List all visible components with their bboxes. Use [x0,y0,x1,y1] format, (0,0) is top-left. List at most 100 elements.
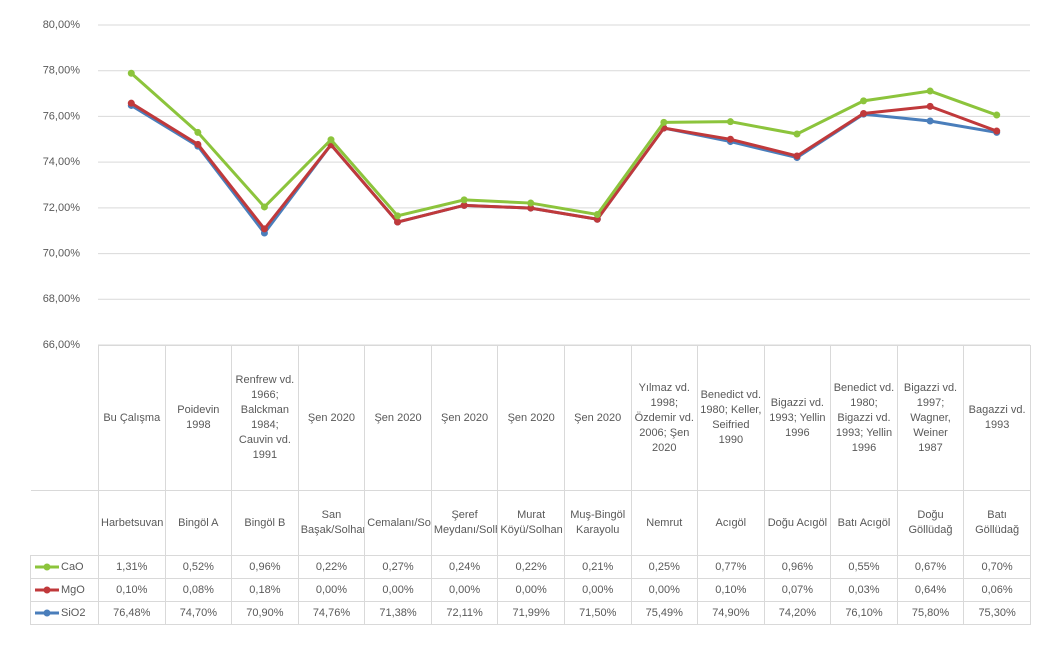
data-point [726,135,734,143]
y-tick-label: 68,00% [43,293,81,305]
value-label: 72,11% [430,601,499,625]
value-label: 0,67% [896,555,965,579]
x-tick-label: Bingöl B [231,490,299,556]
table-row: Bu Çalışma Poidevin 1998 Renfrew vd. 1966;… [30,345,1031,491]
data-point [394,212,402,220]
data-point [926,117,934,125]
legend-swatch [35,609,59,617]
data-point [993,111,1001,119]
data-point [860,109,868,117]
value-label: 75,80% [896,601,965,625]
x-tick-label: Acıgöl [697,490,765,556]
value-label: 0,00% [497,578,565,602]
legend-marker [43,563,51,571]
value-label: 0,00% [297,578,366,602]
value-label: 0,27% [364,555,432,579]
reference-label: Bigazzi vd. 1997; Wagner, Weiner 1987 [896,345,965,491]
x-tick-label: Bingöl A [164,490,233,556]
data-point [460,196,468,204]
value-label: 76,48% [98,601,166,625]
data-point [327,136,335,144]
value-label: 0,77% [697,555,765,579]
x-tick-label: San Başak/Solhan [297,490,366,556]
value-label: 0,64% [896,578,965,602]
value-label: 71,50% [563,601,632,625]
series-line [130,101,998,232]
value-label: 74,20% [763,601,832,625]
value-label: 0,10% [98,578,166,602]
value-label: 0,07% [763,578,832,602]
data-point [860,97,868,105]
x-tick-label: Murat Köyü/Solhan [497,490,565,556]
y-tick-label: 72,00% [43,202,81,214]
legend-marker [43,609,51,617]
value-label: 75,49% [630,601,699,625]
value-label: 0,25% [630,555,699,579]
reference-label: Bagazzi vd. 1993 [963,345,1031,491]
data-point [260,225,268,233]
data-point [660,118,668,126]
reference-label: Şen 2020 [563,345,632,491]
y-tick-label: 80,00% [43,19,81,31]
corner-cell [30,490,99,556]
legend-cell: MgO [30,578,99,602]
x-tick-label: Batı Göllüdağ [963,490,1031,556]
data-table: Bu Çalışma Poidevin 1998 Renfrew vd. 1966;… [30,345,1031,625]
data-point [394,218,402,226]
data-point [993,127,1001,135]
reference-label: Benedict vd. 1980; Bigazzi vd. 1993; Yel… [830,345,898,491]
value-label: 1,31% [98,555,166,579]
y-tick-label: 78,00% [43,65,81,77]
data-point [593,215,601,223]
data-point [527,204,535,212]
x-tick-label: Nemrut [630,490,699,556]
reference-label: Bigazzi vd. 1993; Yellin 1996 [763,345,832,491]
reference-label: Şen 2020 [364,345,432,491]
x-tick-label: Şeref Meydanı/Solhan [430,490,499,556]
value-label: 0,55% [830,555,898,579]
data-point [593,210,601,218]
value-label: 0,22% [497,555,565,579]
value-label: 0,18% [231,578,299,602]
data-point [194,128,202,136]
y-tick-label: 74,00% [43,156,81,168]
value-label: 75,30% [963,601,1031,625]
data-point [926,102,934,110]
x-tick-label: Cemalanı/Solhan [364,490,432,556]
value-label: 0,08% [164,578,233,602]
legend-cell: SiO2 [30,601,99,625]
legend-cell: CaO [30,555,99,579]
value-label: 74,76% [297,601,366,625]
data-point [127,99,135,107]
value-label: 0,00% [364,578,432,602]
data-point [127,69,135,77]
value-label: 0,52% [164,555,233,579]
reference-label: Bu Çalışma [98,345,166,491]
table-row: MgO 0,10% 0,08% 0,18% 0,00% 0,00% 0,00% 0,00% 0,… [30,578,1031,602]
value-label: 0,96% [231,555,299,579]
reference-label: Şen 2020 [297,345,366,491]
value-label: 71,99% [497,601,565,625]
value-label: 0,22% [297,555,366,579]
data-point [726,118,734,126]
series-line [130,72,998,218]
data-point [460,201,468,209]
y-tick-label: 70,00% [43,247,81,259]
legend-swatch [35,586,59,594]
value-label: 76,10% [830,601,898,625]
corner-cell [30,345,99,491]
data-point [793,152,801,160]
value-label: 0,96% [763,555,832,579]
y-tick-label: 76,00% [43,110,81,122]
reference-label: Poidevin 1998 [164,345,233,491]
x-tick-label: Harbetsuvan [98,490,166,556]
reference-label: Benedict vd. 1980; Keller, Seifried 1990 [697,345,765,491]
value-label: 74,70% [164,601,233,625]
value-label: 0,06% [963,578,1031,602]
value-label: 70,90% [231,601,299,625]
value-label: 0,00% [563,578,632,602]
data-point [793,130,801,138]
value-label: 0,03% [830,578,898,602]
